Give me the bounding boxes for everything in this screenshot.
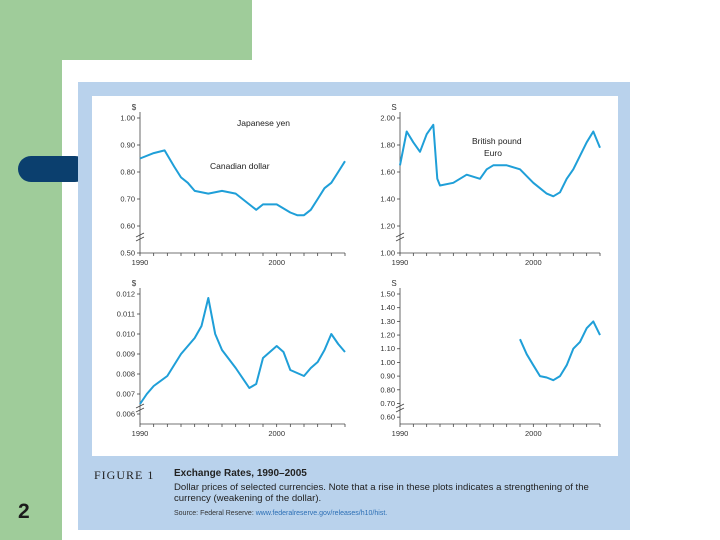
y-tick-label: 0.90 <box>380 372 395 381</box>
y-tick-label: 0.009 <box>116 350 135 359</box>
x-tick-label: 2000 <box>525 429 542 438</box>
y-unit-label: S <box>391 279 396 288</box>
green-accent-bar <box>0 0 62 540</box>
y-tick-label: 1.60 <box>380 168 395 177</box>
source-prefix: Source: Federal Reserve: <box>174 510 256 517</box>
y-tick-label: 0.60 <box>120 222 135 231</box>
y-tick-label: 1.20 <box>380 331 395 340</box>
x-tick-label: 2000 <box>268 258 285 267</box>
y-tick-label: 0.70 <box>120 195 135 204</box>
y-unit-label: $ <box>132 279 137 288</box>
y-tick-label: 1.00 <box>380 358 395 367</box>
series-line <box>139 149 346 217</box>
series-label: Japanese yen <box>237 118 290 128</box>
y-unit-label: S <box>391 103 396 112</box>
y-tick-label: 1.80 <box>380 141 395 150</box>
series-line <box>399 123 601 198</box>
y-tick-label: 1.40 <box>380 303 395 312</box>
source-link[interactable]: www.federalreserve.gov/releases/h10/hist… <box>255 510 388 517</box>
axis-break-mark <box>135 403 145 413</box>
y-tick-label: 0.80 <box>120 168 135 177</box>
series-label: Euro <box>484 148 502 158</box>
y-tick-label: 0.008 <box>116 370 135 379</box>
x-tick-label: 1990 <box>132 429 149 438</box>
x-tick-label: 2000 <box>268 429 285 438</box>
y-tick-label: 1.00 <box>120 114 135 123</box>
y-tick-label: 1.40 <box>380 195 395 204</box>
y-tick-label: 0.50 <box>120 249 135 258</box>
x-tick-label: 1990 <box>392 258 409 267</box>
series-label: British pound <box>472 136 522 146</box>
y-tick-label: 0.80 <box>380 385 395 394</box>
y-tick-label: 0.011 <box>117 310 135 319</box>
y-tick-label: 0.007 <box>116 390 135 399</box>
y-tick-label: 2.00 <box>380 114 395 123</box>
y-tick-label: 0.006 <box>116 410 135 419</box>
y-tick-label: 0.90 <box>120 141 135 150</box>
slide-number: 2 <box>18 500 30 523</box>
y-tick-label: 1.00 <box>380 249 395 258</box>
series-line <box>519 320 601 382</box>
axis-break-mark <box>395 232 405 242</box>
x-tick-label: 2000 <box>525 258 542 267</box>
y-tick-label: 1.20 <box>380 222 395 231</box>
green-accent-top <box>62 0 252 60</box>
figure-description: Dollar prices of selected currencies. No… <box>174 482 589 504</box>
y-tick-label: 1.10 <box>380 344 395 353</box>
figure-title: Exchange Rates, 1990–2005 <box>174 468 307 479</box>
series-line <box>139 297 346 405</box>
series-label: Canadian dollar <box>210 161 270 171</box>
y-unit-label: $ <box>132 103 137 112</box>
plots-area: $1.00 0.90 0.80 0.70 0.60 0.50 1990 2000 Canadia… <box>92 96 618 456</box>
y-tick-label: 0.60 <box>380 413 395 422</box>
x-tick-label: 1990 <box>132 258 149 267</box>
navy-accent-pill <box>18 156 88 182</box>
figure-label: FIGURE 1 <box>94 468 155 482</box>
figure-source: Source: Federal Reserve: www.federalrese… <box>174 510 387 517</box>
y-tick-label: 0.012 <box>116 290 135 299</box>
y-tick-label: 1.50 <box>380 290 395 299</box>
axis-break-mark <box>395 403 405 413</box>
y-tick-label: 1.30 <box>380 317 395 326</box>
x-tick-label: 1990 <box>392 429 409 438</box>
figure-caption: FIGURE 1 Exchange Rates, 1990–2005 Dolla… <box>94 468 624 528</box>
axis-break-mark <box>135 232 145 242</box>
y-tick-label: 0.70 <box>380 399 395 408</box>
y-tick-label: 0.010 <box>116 330 135 339</box>
